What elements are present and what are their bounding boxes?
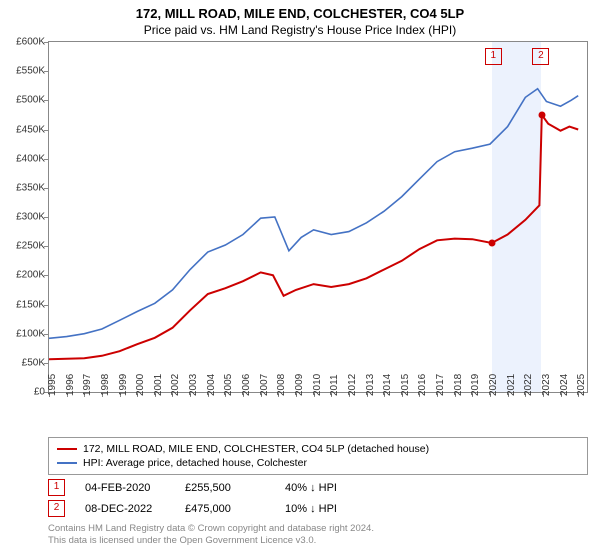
chart-svg <box>49 42 587 392</box>
x-label: 2008 <box>276 374 287 396</box>
x-label: 2020 <box>488 374 499 396</box>
x-label: 2013 <box>365 374 376 396</box>
marker-dot <box>538 111 545 118</box>
y-label: £550K <box>16 66 49 77</box>
marker-tag: 2 <box>532 48 549 65</box>
y-label: £500K <box>16 95 49 106</box>
data-row-date: 08-DEC-2022 <box>85 503 165 515</box>
x-label: 2018 <box>453 374 464 396</box>
y-label: £250K <box>16 241 49 252</box>
legend: 172, MILL ROAD, MILE END, COLCHESTER, CO… <box>48 437 588 475</box>
legend-row: 172, MILL ROAD, MILE END, COLCHESTER, CO… <box>57 442 579 456</box>
x-label: 2003 <box>188 374 199 396</box>
x-label: 2006 <box>241 374 252 396</box>
x-label: 2011 <box>329 374 340 396</box>
x-label: 2000 <box>135 374 146 396</box>
data-row: 1 04-FEB-2020 £255,500 40% ↓ HPI <box>48 479 588 496</box>
y-label: £300K <box>16 212 49 223</box>
x-label: 2007 <box>259 374 270 396</box>
marker-tag: 1 <box>485 48 502 65</box>
x-label: 2022 <box>523 374 534 396</box>
y-label: £50K <box>22 357 49 368</box>
data-row-date: 04-FEB-2020 <box>85 482 165 494</box>
x-label: 2021 <box>506 374 517 396</box>
x-label: 2015 <box>400 374 411 396</box>
y-label: £450K <box>16 124 49 135</box>
x-label: 2005 <box>223 374 234 396</box>
x-label: 2012 <box>347 374 358 396</box>
x-label: 2010 <box>312 374 323 396</box>
data-row-tag: 1 <box>48 479 65 496</box>
legend-label: 172, MILL ROAD, MILE END, COLCHESTER, CO… <box>83 443 429 455</box>
y-label: £400K <box>16 153 49 164</box>
y-label: £600K <box>16 37 49 48</box>
series-price_paid <box>49 115 578 359</box>
footer: Contains HM Land Registry data © Crown c… <box>48 523 588 548</box>
data-row-price: £475,000 <box>185 503 265 515</box>
y-label: £150K <box>16 299 49 310</box>
x-label: 1998 <box>100 374 111 396</box>
y-label: £200K <box>16 270 49 281</box>
x-label: 1995 <box>47 374 58 396</box>
x-label: 2001 <box>153 374 164 396</box>
data-row-price: £255,500 <box>185 482 265 494</box>
x-label: 2024 <box>559 374 570 396</box>
x-label: 2017 <box>435 374 446 396</box>
legend-row: HPI: Average price, detached house, Colc… <box>57 456 579 470</box>
x-label: 2014 <box>382 374 393 396</box>
x-label: 2023 <box>541 374 552 396</box>
marker-dot <box>488 239 495 246</box>
data-row-tag: 2 <box>48 500 65 517</box>
x-label: 2019 <box>470 374 481 396</box>
x-label: 1999 <box>118 374 129 396</box>
data-row-diff: 40% ↓ HPI <box>285 482 365 494</box>
page-subtitle: Price paid vs. HM Land Registry's House … <box>0 23 600 41</box>
x-label: 2002 <box>170 374 181 396</box>
y-label: £100K <box>16 328 49 339</box>
y-label: £350K <box>16 182 49 193</box>
footer-line1: Contains HM Land Registry data © Crown c… <box>48 523 588 535</box>
line-chart: £0£50K£100K£150K£200K£250K£300K£350K£400… <box>48 41 588 393</box>
x-label: 2004 <box>206 374 217 396</box>
footer-line2: This data is licensed under the Open Gov… <box>48 535 588 547</box>
legend-swatch <box>57 448 77 450</box>
series-hpi <box>49 89 578 339</box>
x-label: 2016 <box>417 374 428 396</box>
data-row: 2 08-DEC-2022 £475,000 10% ↓ HPI <box>48 500 588 517</box>
legend-swatch <box>57 462 77 464</box>
x-label: 1997 <box>82 374 93 396</box>
legend-label: HPI: Average price, detached house, Colc… <box>83 457 307 469</box>
x-label: 1996 <box>65 374 76 396</box>
x-label: 2009 <box>294 374 305 396</box>
page-title: 172, MILL ROAD, MILE END, COLCHESTER, CO… <box>0 0 600 23</box>
x-label: 2025 <box>576 374 587 396</box>
data-row-diff: 10% ↓ HPI <box>285 503 365 515</box>
